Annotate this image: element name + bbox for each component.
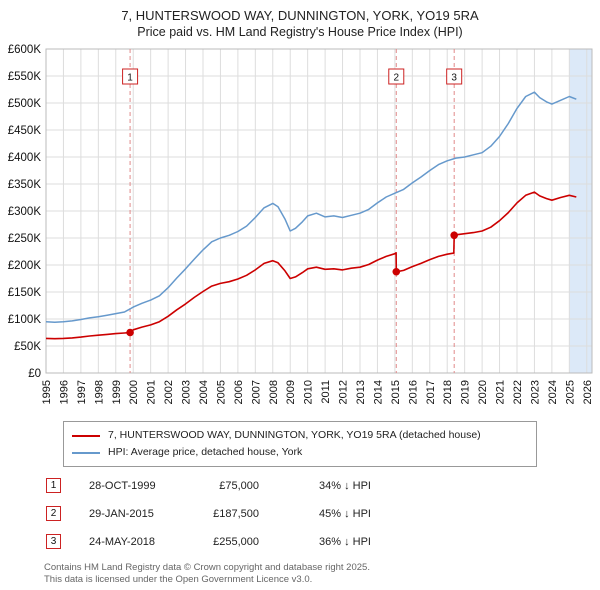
page-title: 7, HUNTERSWOOD WAY, DUNNINGTON, YORK, YO… (121, 8, 479, 23)
x-tick-label: 2016 (407, 380, 419, 404)
legend-label: HPI: Average price, detached house, York (108, 446, 303, 458)
y-tick-label: £50K (14, 341, 41, 353)
table-row: 2 29-JAN-2015 £187,500 45% ↓ HPI (46, 506, 600, 521)
y-tick-label: £100K (8, 314, 42, 326)
y-tick-label: £600K (8, 44, 42, 56)
transaction-date: 29-JAN-2015 (89, 507, 154, 520)
x-tick-label: 2000 (128, 380, 140, 404)
sale-marker-number: 1 (127, 73, 133, 84)
transaction-price: £255,000 (213, 535, 259, 548)
plot-border (45, 48, 593, 374)
hpi-line-swatch (72, 451, 100, 454)
y-tick-label: £0 (28, 368, 41, 380)
y-tick-label: £350K (8, 179, 42, 191)
x-tick-label: 2024 (547, 380, 559, 404)
legend-item-property: 7, HUNTERSWOOD WAY, DUNNINGTON, YORK, YO… (72, 427, 528, 444)
x-tick-label: 2011 (320, 380, 332, 404)
chart-header: 7, HUNTERSWOOD WAY, DUNNINGTON, YORK, YO… (0, 0, 600, 41)
x-tick-label: 1998 (93, 380, 105, 404)
transaction-number-badge: 3 (46, 534, 61, 549)
x-tick-label: 2002 (163, 380, 175, 404)
x-tick-label: 2025 (564, 380, 576, 404)
x-tick-label: 2014 (372, 380, 384, 404)
license-footer: Contains HM Land Registry data © Crown c… (0, 562, 600, 586)
x-tick-label: 2023 (529, 380, 541, 404)
transaction-hpi-delta: 36% ↓ HPI (319, 535, 371, 548)
x-tick-label: 2003 (181, 380, 193, 404)
transaction-number-badge: 2 (46, 506, 61, 521)
sale-marker-box (388, 68, 405, 85)
x-tick-label: 2021 (495, 380, 507, 404)
x-tick-label: 1995 (41, 380, 53, 404)
price-chart: 1 2 3 £0 £50K £100K £150K £200K £250K £300K £350K £… (8, 44, 594, 404)
transaction-price: £187,500 (213, 507, 259, 520)
x-tick-label: 2005 (215, 380, 227, 404)
chart-legend: 7, HUNTERSWOOD WAY, DUNNINGTON, YORK, YO… (63, 421, 537, 467)
x-tick-label: 2006 (233, 380, 245, 404)
x-tick-label: 1999 (111, 380, 123, 404)
table-row: 1 28-OCT-1999 £75,000 34% ↓ HPI (46, 478, 600, 493)
sale-marker-label: 3 (446, 68, 463, 85)
sale-marker-number: 3 (451, 73, 457, 84)
y-tick-label: £500K (8, 98, 42, 110)
y-tick-label: £150K (8, 287, 42, 299)
sale-marker-label: 2 (388, 68, 405, 85)
x-tick-label: 1997 (76, 380, 88, 404)
legend-label: 7, HUNTERSWOOD WAY, DUNNINGTON, YORK, YO… (108, 429, 481, 441)
x-tick-label: 2022 (512, 380, 524, 404)
transaction-number-badge: 1 (46, 478, 61, 493)
y-tick-label: £400K (8, 152, 42, 164)
x-tick-label: 2015 (390, 380, 402, 404)
x-tick-label: 2004 (198, 380, 210, 404)
x-tick-label: 2007 (250, 380, 262, 404)
x-tick-label: 2010 (303, 380, 315, 404)
x-tick-label: 2008 (268, 380, 280, 404)
transaction-date: 24-MAY-2018 (89, 535, 156, 548)
transactions-table: 1 28-OCT-1999 £75,000 34% ↓ HPI 2 29-JAN… (0, 478, 600, 549)
sale-point (126, 328, 134, 337)
y-tick-label: £200K (8, 260, 42, 272)
x-tick-label: 2017 (425, 380, 437, 404)
hpi-line (45, 91, 577, 323)
footer-line: Contains HM Land Registry data © Crown c… (44, 562, 370, 573)
y-tick-label: £300K (8, 206, 42, 218)
sale-marker-box (446, 68, 463, 85)
x-tick-label: 2026 (582, 380, 594, 404)
y-tick-label: £250K (8, 233, 42, 245)
sale-point (392, 267, 401, 276)
sale-marker-label: 1 (122, 68, 139, 85)
page-subtitle: Price paid vs. HM Land Registry's House … (137, 25, 463, 39)
x-tick-label: 2001 (146, 380, 158, 404)
sale-marker-number: 2 (393, 73, 399, 84)
legend-item-hpi: HPI: Average price, detached house, York (72, 444, 528, 461)
property-line (45, 191, 577, 340)
transaction-hpi-delta: 45% ↓ HPI (319, 507, 371, 520)
x-tick-label: 2019 (460, 380, 472, 404)
table-row: 3 24-MAY-2018 £255,000 36% ↓ HPI (46, 534, 600, 549)
transaction-price: £75,000 (219, 479, 259, 492)
sale-marker-box (122, 68, 139, 85)
x-tick-label: 2018 (442, 380, 454, 404)
transaction-date: 28-OCT-1999 (89, 479, 156, 492)
transaction-hpi-delta: 34% ↓ HPI (319, 479, 371, 492)
x-tick-label: 2009 (285, 380, 297, 404)
property-line-swatch (72, 434, 100, 437)
y-tick-label: £550K (8, 71, 42, 83)
x-tick-label: 1996 (58, 380, 70, 404)
x-tick-label: 2012 (338, 380, 350, 404)
y-tick-label: £450K (8, 125, 42, 137)
footer-line: This data is licensed under the Open Gov… (44, 574, 313, 585)
sale-point (450, 231, 458, 240)
x-tick-label: 2020 (477, 380, 489, 404)
x-tick-label: 2013 (355, 380, 367, 404)
